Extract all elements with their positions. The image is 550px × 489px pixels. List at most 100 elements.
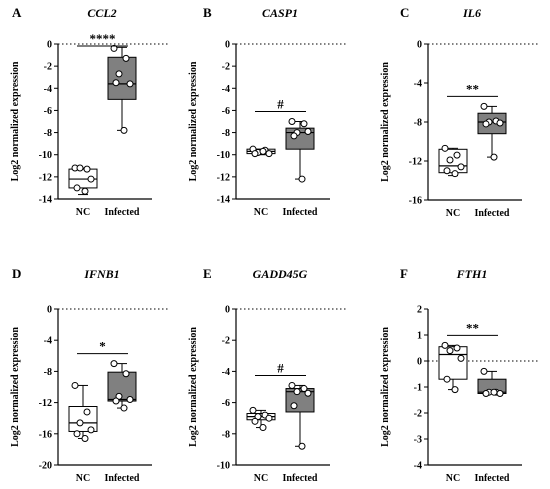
data-point: [443, 375, 451, 383]
panel-c: C IL6 Log2 normalized expression 0 -4 -8 -12 -1…: [380, 5, 538, 219]
y-tick-label: -1: [414, 383, 422, 394]
y-tick-label: -8: [222, 128, 230, 139]
box-iqr: [107, 56, 137, 100]
data-point: [453, 344, 461, 352]
data-point: [126, 395, 134, 403]
box-nc: [438, 144, 468, 178]
data-point: [112, 79, 120, 87]
data-point: [300, 385, 308, 393]
y-tick-label: -8: [222, 429, 230, 440]
panel-f: F FTH1 Log2 normalized expression 2 1 0 -1 -2 -3…: [380, 266, 538, 484]
data-point: [110, 360, 118, 368]
y-axis-label: Log2 normalized expression: [380, 62, 391, 182]
data-point: [293, 388, 301, 396]
panel-letter: E: [203, 266, 212, 281]
y-tick-label: -16: [409, 196, 422, 207]
y-axis-label: Log2 normalized expression: [188, 327, 199, 447]
data-point: [480, 367, 488, 375]
x-tick-label: Infected: [283, 473, 318, 484]
gene-title: CCL2: [87, 6, 116, 20]
y-tick-label: -12: [217, 172, 230, 183]
data-point: [87, 175, 95, 183]
y-tick-label: -12: [409, 157, 422, 168]
y-axis-label: Log2 normalized expression: [10, 61, 21, 181]
y-tick-label: -2: [414, 409, 422, 420]
panel-letter: C: [400, 5, 409, 20]
data-point: [441, 144, 449, 152]
gene-title: GADD45G: [253, 267, 308, 281]
data-point: [298, 442, 306, 450]
data-point: [482, 120, 490, 128]
data-point: [110, 44, 118, 52]
data-point: [298, 175, 306, 183]
x-tick-label: NC: [254, 473, 268, 484]
x-tick-label: Infected: [475, 473, 510, 484]
data-point: [304, 389, 312, 397]
data-point: [288, 118, 296, 125]
y-tick-label: -16: [39, 429, 52, 440]
data-point: [288, 381, 296, 389]
data-point: [290, 402, 298, 410]
box-infected: [285, 118, 315, 183]
gene-title: FTH1: [456, 267, 488, 281]
y-axis-label: Log2 normalized expression: [188, 61, 199, 181]
y-tick-label: -10: [217, 461, 230, 472]
data-point: [453, 151, 461, 159]
x-tick-label: NC: [446, 208, 460, 219]
box-nc: [246, 406, 276, 432]
data-point: [446, 156, 454, 164]
data-point: [120, 126, 128, 134]
box-infected: [107, 360, 137, 412]
data-point: [451, 386, 459, 394]
panel-d: D IFNB1 Log2 normalized expression 0 -4 -8 -12…: [10, 266, 168, 484]
box-infected: [477, 102, 507, 161]
x-tick-label: NC: [254, 207, 268, 218]
y-tick-label: -10: [39, 150, 52, 161]
data-point: [490, 388, 498, 396]
y-tick-label: -6: [44, 106, 52, 117]
data-point: [87, 426, 95, 434]
y-tick-label: -6: [222, 106, 230, 117]
data-point: [496, 390, 504, 397]
x-tick-label: Infected: [105, 473, 140, 484]
y-tick-label: -2: [222, 62, 230, 73]
y-tick-label: -14: [217, 195, 230, 206]
x-tick-label: NC: [76, 207, 90, 218]
box-iqr: [68, 406, 98, 432]
data-point: [490, 153, 498, 161]
data-point: [76, 164, 84, 172]
significance-label: *: [99, 339, 106, 354]
data-point: [446, 347, 454, 355]
y-tick-label: -8: [414, 118, 422, 129]
x-tick-label: Infected: [283, 207, 318, 218]
y-tick-label: -4: [44, 336, 52, 347]
y-tick-label: -2: [222, 336, 230, 347]
gene-title: IFNB1: [83, 267, 119, 281]
panel-letter: A: [12, 5, 22, 20]
data-point: [122, 54, 130, 62]
data-point: [76, 419, 84, 427]
data-point: [83, 408, 91, 416]
y-tick-label: -8: [44, 128, 52, 139]
data-point: [457, 354, 465, 362]
data-point: [120, 404, 128, 412]
x-tick-label: NC: [76, 473, 90, 484]
data-point: [265, 150, 273, 158]
data-point: [251, 417, 259, 425]
panel-letter: F: [400, 266, 408, 281]
significance-label: **: [466, 320, 479, 335]
gene-title: IL6: [462, 6, 481, 20]
box-nc: [68, 164, 98, 196]
panel-letter: D: [12, 266, 21, 281]
data-point: [251, 150, 259, 158]
y-tick-label: -6: [222, 398, 230, 409]
data-point: [73, 430, 81, 438]
y-tick-label: -12: [39, 398, 52, 409]
box-nc: [438, 341, 468, 394]
data-point: [443, 167, 451, 175]
panel-letter: B: [203, 5, 212, 20]
data-point: [122, 370, 130, 378]
y-tick-label: 0: [225, 40, 230, 51]
y-tick-label: 0: [225, 305, 230, 316]
